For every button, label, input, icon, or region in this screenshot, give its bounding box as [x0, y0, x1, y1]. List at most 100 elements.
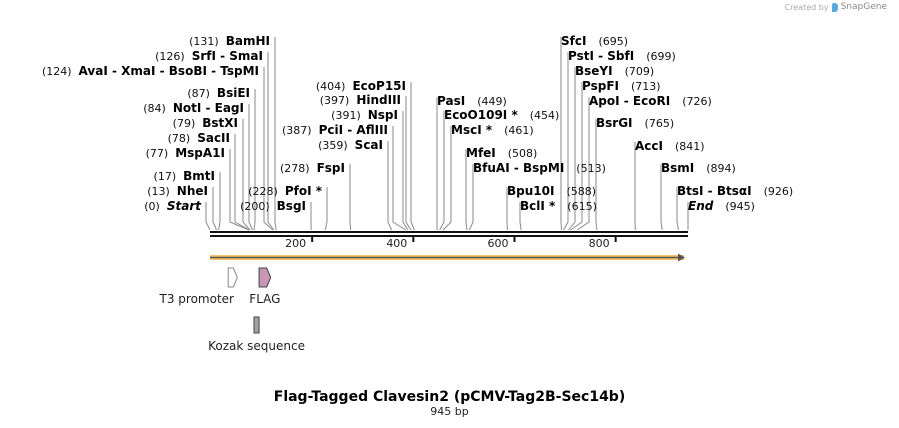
restriction-site-label[interactable]: BtsI - BtsαI (926): [677, 184, 793, 198]
scale-tick-label: 600: [487, 237, 509, 250]
site-name: BsgI: [276, 199, 306, 213]
restriction-site-label[interactable]: (13) NheI: [147, 184, 208, 198]
site-position: (359): [318, 139, 348, 152]
site-name: PasI: [437, 94, 466, 108]
cut-site-line: [387, 141, 393, 231]
restriction-site-label[interactable]: (359) ScaI: [318, 138, 383, 152]
restriction-site-label[interactable]: ApoI - EcoRI (726): [589, 94, 712, 108]
site-position: (726): [682, 95, 712, 108]
site-name: SacII: [197, 131, 230, 145]
cut-site-line: [660, 164, 663, 231]
cut-site-line: [263, 67, 274, 231]
cut-site-line: [242, 119, 251, 231]
restriction-site-label[interactable]: (17) BmtI: [154, 169, 215, 183]
restriction-site-label[interactable]: (124) AvaI - XmaI - BsoBI - TspMI: [42, 64, 259, 78]
site-position: (615): [567, 200, 597, 213]
restriction-site-label[interactable]: (87) BsiEI: [187, 86, 250, 100]
site-position: (404): [315, 80, 346, 93]
restriction-site-label[interactable]: BsrGI (765): [596, 116, 674, 130]
restriction-site-label[interactable]: EcoO109I * (454): [444, 108, 559, 122]
feature-box-2: [253, 316, 260, 334]
site-name: HindIII: [356, 93, 401, 107]
site-name: NotI - EagI: [172, 101, 244, 115]
restriction-site-label[interactable]: AccI (841): [635, 139, 705, 153]
site-position: (588): [566, 185, 597, 198]
restriction-site-label[interactable]: (228) PfoI *: [248, 184, 322, 198]
cut-site-line: [519, 202, 522, 231]
cut-site-line: [274, 37, 277, 231]
site-position: (513): [576, 162, 606, 175]
site-name: EcoP15I: [352, 79, 406, 93]
site-name: BclI *: [520, 199, 556, 213]
feature-label[interactable]: Kozak sequence: [208, 339, 305, 353]
restriction-site-label[interactable]: (387) PciI - AflIII: [282, 123, 388, 137]
cut-site-line: [267, 52, 275, 231]
restriction-site-label[interactable]: (126) SrfI - SmaI: [155, 49, 263, 63]
feature-arrow-0: [227, 267, 238, 288]
site-position: (13): [147, 185, 170, 198]
restriction-site-label[interactable]: (77) MspA1I: [146, 146, 225, 160]
site-position: (765): [644, 117, 675, 130]
snapgene-logo-icon: [831, 2, 838, 12]
restriction-site-label[interactable]: (391) NspI: [331, 108, 398, 122]
scale-tick: [513, 237, 516, 242]
cut-site-line: [568, 67, 576, 231]
restriction-site-label[interactable]: (0) Start: [144, 199, 201, 213]
restriction-site-label[interactable]: BfuAI - BspMI (513): [473, 161, 606, 175]
restriction-site-label[interactable]: BseYI (709): [575, 64, 654, 78]
snapgene-credit: Created by SnapGene: [785, 2, 887, 12]
restriction-site-label[interactable]: PasI (449): [437, 94, 507, 108]
restriction-site-label[interactable]: (131) BamHI: [189, 34, 270, 48]
site-name: BsrGI: [596, 116, 633, 130]
site-name: BtsI - BtsαI: [677, 184, 752, 198]
cut-site-line: [324, 187, 328, 231]
site-name: BfuAI - BspMI: [473, 161, 565, 175]
site-name: BstXI: [202, 116, 238, 130]
site-name: BsmI: [661, 161, 695, 175]
cut-site-line: [402, 111, 409, 231]
restriction-site-label[interactable]: (78) SacII: [168, 131, 230, 145]
restriction-site-label[interactable]: (397) HindIII: [320, 93, 401, 107]
site-position: (278): [280, 162, 310, 175]
restriction-site-label[interactable]: PstI - SbfI (699): [568, 49, 676, 63]
site-position: (449): [477, 95, 507, 108]
site-position: (131): [189, 35, 219, 48]
restriction-site-label[interactable]: (404) EcoP15I: [316, 79, 406, 93]
restriction-site-label[interactable]: SfcI (695): [561, 34, 628, 48]
restriction-site-label[interactable]: MscI * (461): [451, 123, 534, 137]
cut-site-line: [253, 89, 256, 231]
site-name: MscI *: [451, 123, 493, 137]
restriction-site-label[interactable]: (84) NotI - EagI: [143, 101, 244, 115]
restriction-site-label[interactable]: PspFI (713): [582, 79, 661, 93]
site-name: SrfI - SmaI: [191, 49, 263, 63]
cut-site-line: [465, 149, 468, 231]
scale-tick: [412, 237, 415, 242]
restriction-site-label[interactable]: (79) BstXI: [173, 116, 238, 130]
site-name: MspA1I: [175, 146, 225, 160]
restriction-site-label[interactable]: MfeI (508): [466, 146, 537, 160]
site-position: (200): [240, 200, 270, 213]
restriction-site-label[interactable]: End (945): [688, 199, 755, 213]
cut-site-line: [410, 82, 415, 231]
site-position: (124): [41, 65, 72, 78]
site-position: (397): [319, 94, 350, 107]
site-position: (391): [331, 109, 361, 122]
site-name: NheI: [176, 184, 208, 198]
scale-tick-label: 400: [386, 237, 408, 250]
cut-site-line: [439, 111, 445, 231]
site-name: End: [688, 199, 714, 213]
backbone-top-strand: [210, 231, 688, 233]
feature-label[interactable]: FLAG: [249, 292, 281, 306]
restriction-site-label[interactable]: (200) BsgI: [240, 199, 306, 213]
restriction-site-label[interactable]: Bpu10I (588): [507, 184, 596, 198]
cut-site-line: [560, 37, 563, 231]
restriction-site-label[interactable]: BclI * (615): [520, 199, 597, 213]
feature-label[interactable]: T3 promoter: [159, 292, 234, 306]
site-name: AccI: [635, 139, 663, 153]
scale-tick-label: 200: [285, 237, 307, 250]
site-position: (945): [725, 200, 755, 213]
restriction-site-label[interactable]: BsmI (894): [661, 161, 736, 175]
site-position: (126): [155, 50, 185, 63]
restriction-site-label[interactable]: (278) FspI: [280, 161, 345, 175]
